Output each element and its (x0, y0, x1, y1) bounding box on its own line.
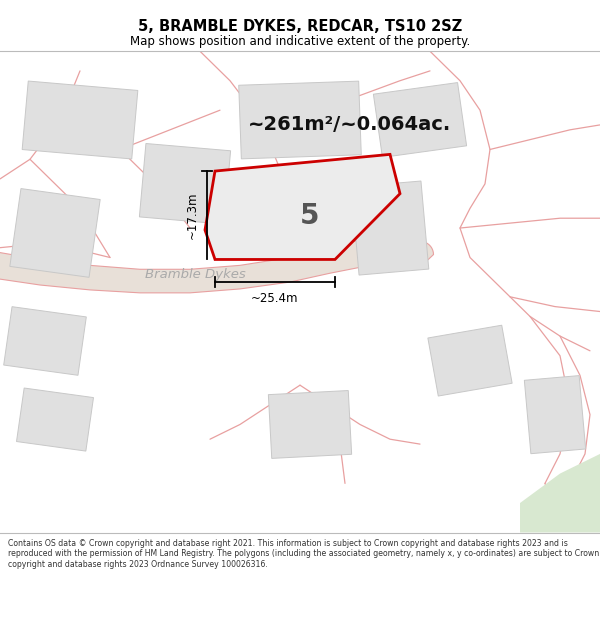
Text: Bramble Dykes: Bramble Dykes (145, 268, 245, 281)
Polygon shape (239, 81, 361, 159)
Polygon shape (139, 144, 230, 224)
Text: ~261m²/~0.064ac.: ~261m²/~0.064ac. (248, 116, 452, 134)
Polygon shape (10, 189, 100, 278)
Text: ~17.3m: ~17.3m (186, 191, 199, 239)
Text: 5, BRAMBLE DYKES, REDCAR, TS10 2SZ: 5, BRAMBLE DYKES, REDCAR, TS10 2SZ (138, 19, 462, 34)
Polygon shape (524, 376, 586, 454)
Text: Contains OS data © Crown copyright and database right 2021. This information is : Contains OS data © Crown copyright and d… (8, 539, 599, 569)
Text: Map shows position and indicative extent of the property.: Map shows position and indicative extent… (130, 36, 470, 48)
Polygon shape (205, 154, 400, 259)
Text: 5: 5 (300, 202, 320, 230)
Polygon shape (17, 388, 94, 451)
Polygon shape (351, 181, 429, 275)
Polygon shape (428, 325, 512, 396)
Polygon shape (268, 391, 352, 458)
Polygon shape (0, 238, 420, 293)
Text: ~25.4m: ~25.4m (251, 292, 299, 305)
Polygon shape (4, 307, 86, 375)
Polygon shape (373, 82, 467, 158)
Polygon shape (22, 81, 138, 159)
Polygon shape (407, 241, 433, 268)
Polygon shape (520, 454, 600, 532)
